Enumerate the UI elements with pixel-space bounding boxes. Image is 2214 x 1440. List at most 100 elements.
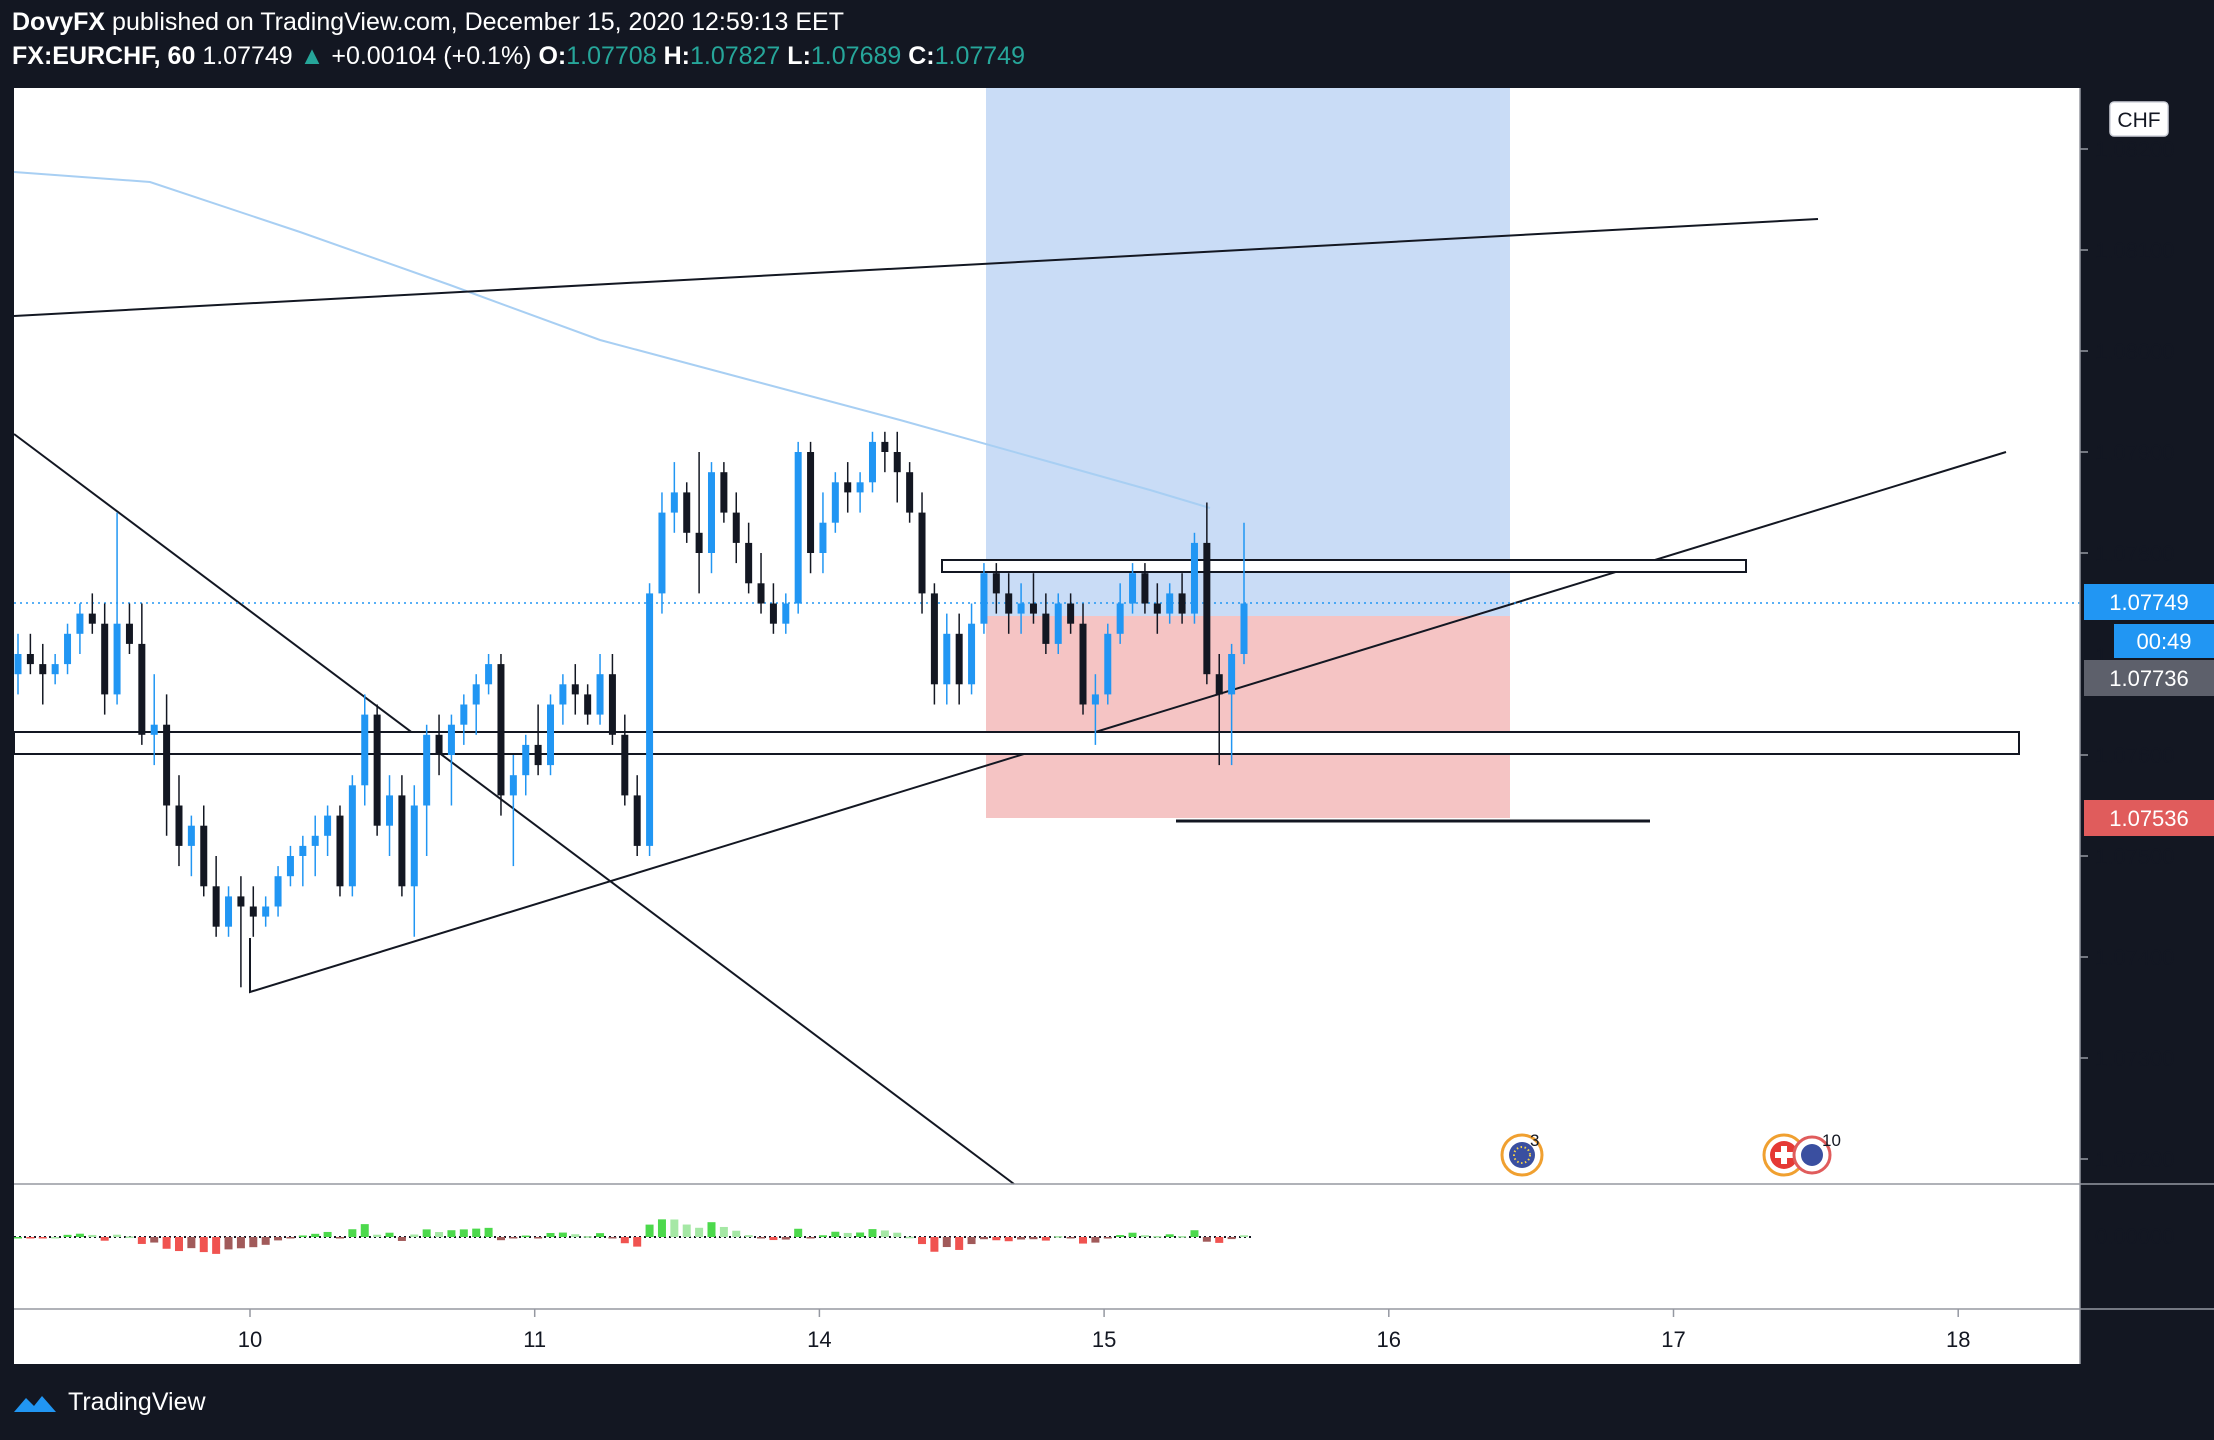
histogram-bar xyxy=(75,1233,84,1237)
candle-body xyxy=(14,654,22,675)
histogram-bar xyxy=(447,1230,456,1237)
time-tick-label: 17 xyxy=(1661,1327,1685,1352)
histogram-bar xyxy=(298,1235,307,1237)
candles xyxy=(14,431,1248,988)
histogram-bar xyxy=(397,1237,406,1241)
histogram-bar xyxy=(484,1227,493,1237)
candle-body xyxy=(472,684,480,705)
candle-body xyxy=(311,835,319,846)
histogram-bar xyxy=(534,1237,543,1239)
candle-body xyxy=(584,694,592,715)
candle-body xyxy=(707,472,715,553)
entry-price-label: 1.07736 xyxy=(2109,666,2189,691)
histogram-bar xyxy=(38,1237,47,1239)
symbol-name[interactable]: FX:EURCHF, 60 xyxy=(12,42,196,70)
histogram-bar xyxy=(1029,1237,1038,1240)
histogram-bar xyxy=(496,1237,505,1241)
candle-body xyxy=(175,805,183,846)
candle-body xyxy=(992,573,1000,594)
histogram-bar xyxy=(410,1234,419,1237)
candle-body xyxy=(1129,573,1137,604)
candle-body xyxy=(856,482,864,493)
last-price-box xyxy=(2084,584,2214,620)
histogram-bar xyxy=(14,1237,22,1239)
candle-body xyxy=(695,532,703,553)
candle-body xyxy=(683,492,691,533)
price-tick-label: 1.07400 xyxy=(2095,945,2175,970)
open-value: 1.07708 xyxy=(566,42,657,70)
histogram-bar xyxy=(1116,1235,1125,1237)
author-name[interactable]: DovyFX xyxy=(12,8,106,36)
histogram-bar xyxy=(1178,1236,1187,1238)
time-axis[interactable]: 10 11 14 15 16 17 18 xyxy=(238,1309,1971,1352)
histogram-bar xyxy=(51,1237,60,1239)
histogram-bar xyxy=(435,1232,444,1237)
stop-price-box xyxy=(2084,800,2214,836)
moving-average xyxy=(13,171,1211,509)
tradingview-logo[interactable]: TradingView xyxy=(12,1388,206,1417)
histogram-bar xyxy=(1066,1237,1075,1239)
histogram-bar xyxy=(633,1237,642,1247)
histogram-bar xyxy=(212,1237,221,1254)
candle-body xyxy=(76,613,84,634)
candle-body xyxy=(1228,654,1236,695)
ascending-trendline[interactable] xyxy=(249,451,2007,994)
candle-body xyxy=(807,452,815,553)
candle-body xyxy=(1190,542,1198,614)
candle-body xyxy=(1042,613,1050,644)
candle-body xyxy=(621,734,629,796)
last-price-label: 1.07749 xyxy=(2109,590,2189,615)
candle-body xyxy=(732,512,740,543)
histogram-bar xyxy=(608,1237,617,1239)
resistance-box[interactable] xyxy=(941,559,1747,573)
candle-body xyxy=(286,856,294,877)
upper-trendline[interactable] xyxy=(13,218,1819,317)
currency-badge[interactable] xyxy=(2109,101,2169,137)
histogram-bar xyxy=(311,1233,320,1237)
histogram-bar xyxy=(942,1237,951,1248)
histogram-bar xyxy=(224,1237,233,1250)
histogram-bar xyxy=(893,1232,902,1237)
target-zone[interactable] xyxy=(986,88,1510,616)
candle-body xyxy=(1029,603,1037,614)
histogram-bar xyxy=(918,1237,927,1245)
histogram-bar xyxy=(509,1237,518,1239)
histogram-bar xyxy=(422,1229,431,1237)
stop-zone[interactable] xyxy=(986,616,1510,818)
candle-body xyxy=(509,775,517,796)
candle-body xyxy=(51,664,59,675)
histogram-bar xyxy=(868,1229,877,1237)
open-label: O: xyxy=(538,42,567,70)
histogram-bar xyxy=(955,1237,964,1250)
candle-body xyxy=(1116,603,1124,634)
histogram-bar xyxy=(831,1231,840,1237)
histogram-bar xyxy=(670,1219,679,1237)
histogram-bar xyxy=(856,1232,865,1237)
histogram-bar xyxy=(1041,1237,1050,1241)
candle-body xyxy=(447,724,455,755)
support-box[interactable] xyxy=(13,731,2020,755)
candle-body xyxy=(423,734,431,806)
price-tick-label: 1.08100 xyxy=(2095,238,2175,263)
histogram-bar xyxy=(113,1234,122,1237)
drawings[interactable] xyxy=(13,218,2080,1185)
footer-brand: TradingView xyxy=(68,1388,206,1416)
candle-body xyxy=(1166,593,1174,614)
histogram-bar xyxy=(546,1232,555,1237)
candle-body xyxy=(608,674,616,735)
price-axis[interactable]: 1.08200 1.08100 1.08000 1.07900 1.07800 1.076… xyxy=(2080,137,2175,1172)
histogram-bar xyxy=(1202,1237,1211,1242)
candle-body xyxy=(559,684,567,705)
histogram-bar xyxy=(880,1230,889,1237)
eu-flag-icon[interactable] xyxy=(1500,1133,1544,1177)
us-flag-icon[interactable] xyxy=(1792,1135,1832,1175)
high-value: 1.07827 xyxy=(689,42,781,70)
candle-body xyxy=(262,906,270,917)
histogram-bar xyxy=(620,1237,629,1244)
swiss-flag-icon[interactable] xyxy=(1762,1133,1806,1177)
histogram-bar xyxy=(744,1235,753,1237)
histogram-bar xyxy=(286,1237,295,1239)
candle-body xyxy=(101,623,109,695)
candle-body xyxy=(1178,593,1186,614)
